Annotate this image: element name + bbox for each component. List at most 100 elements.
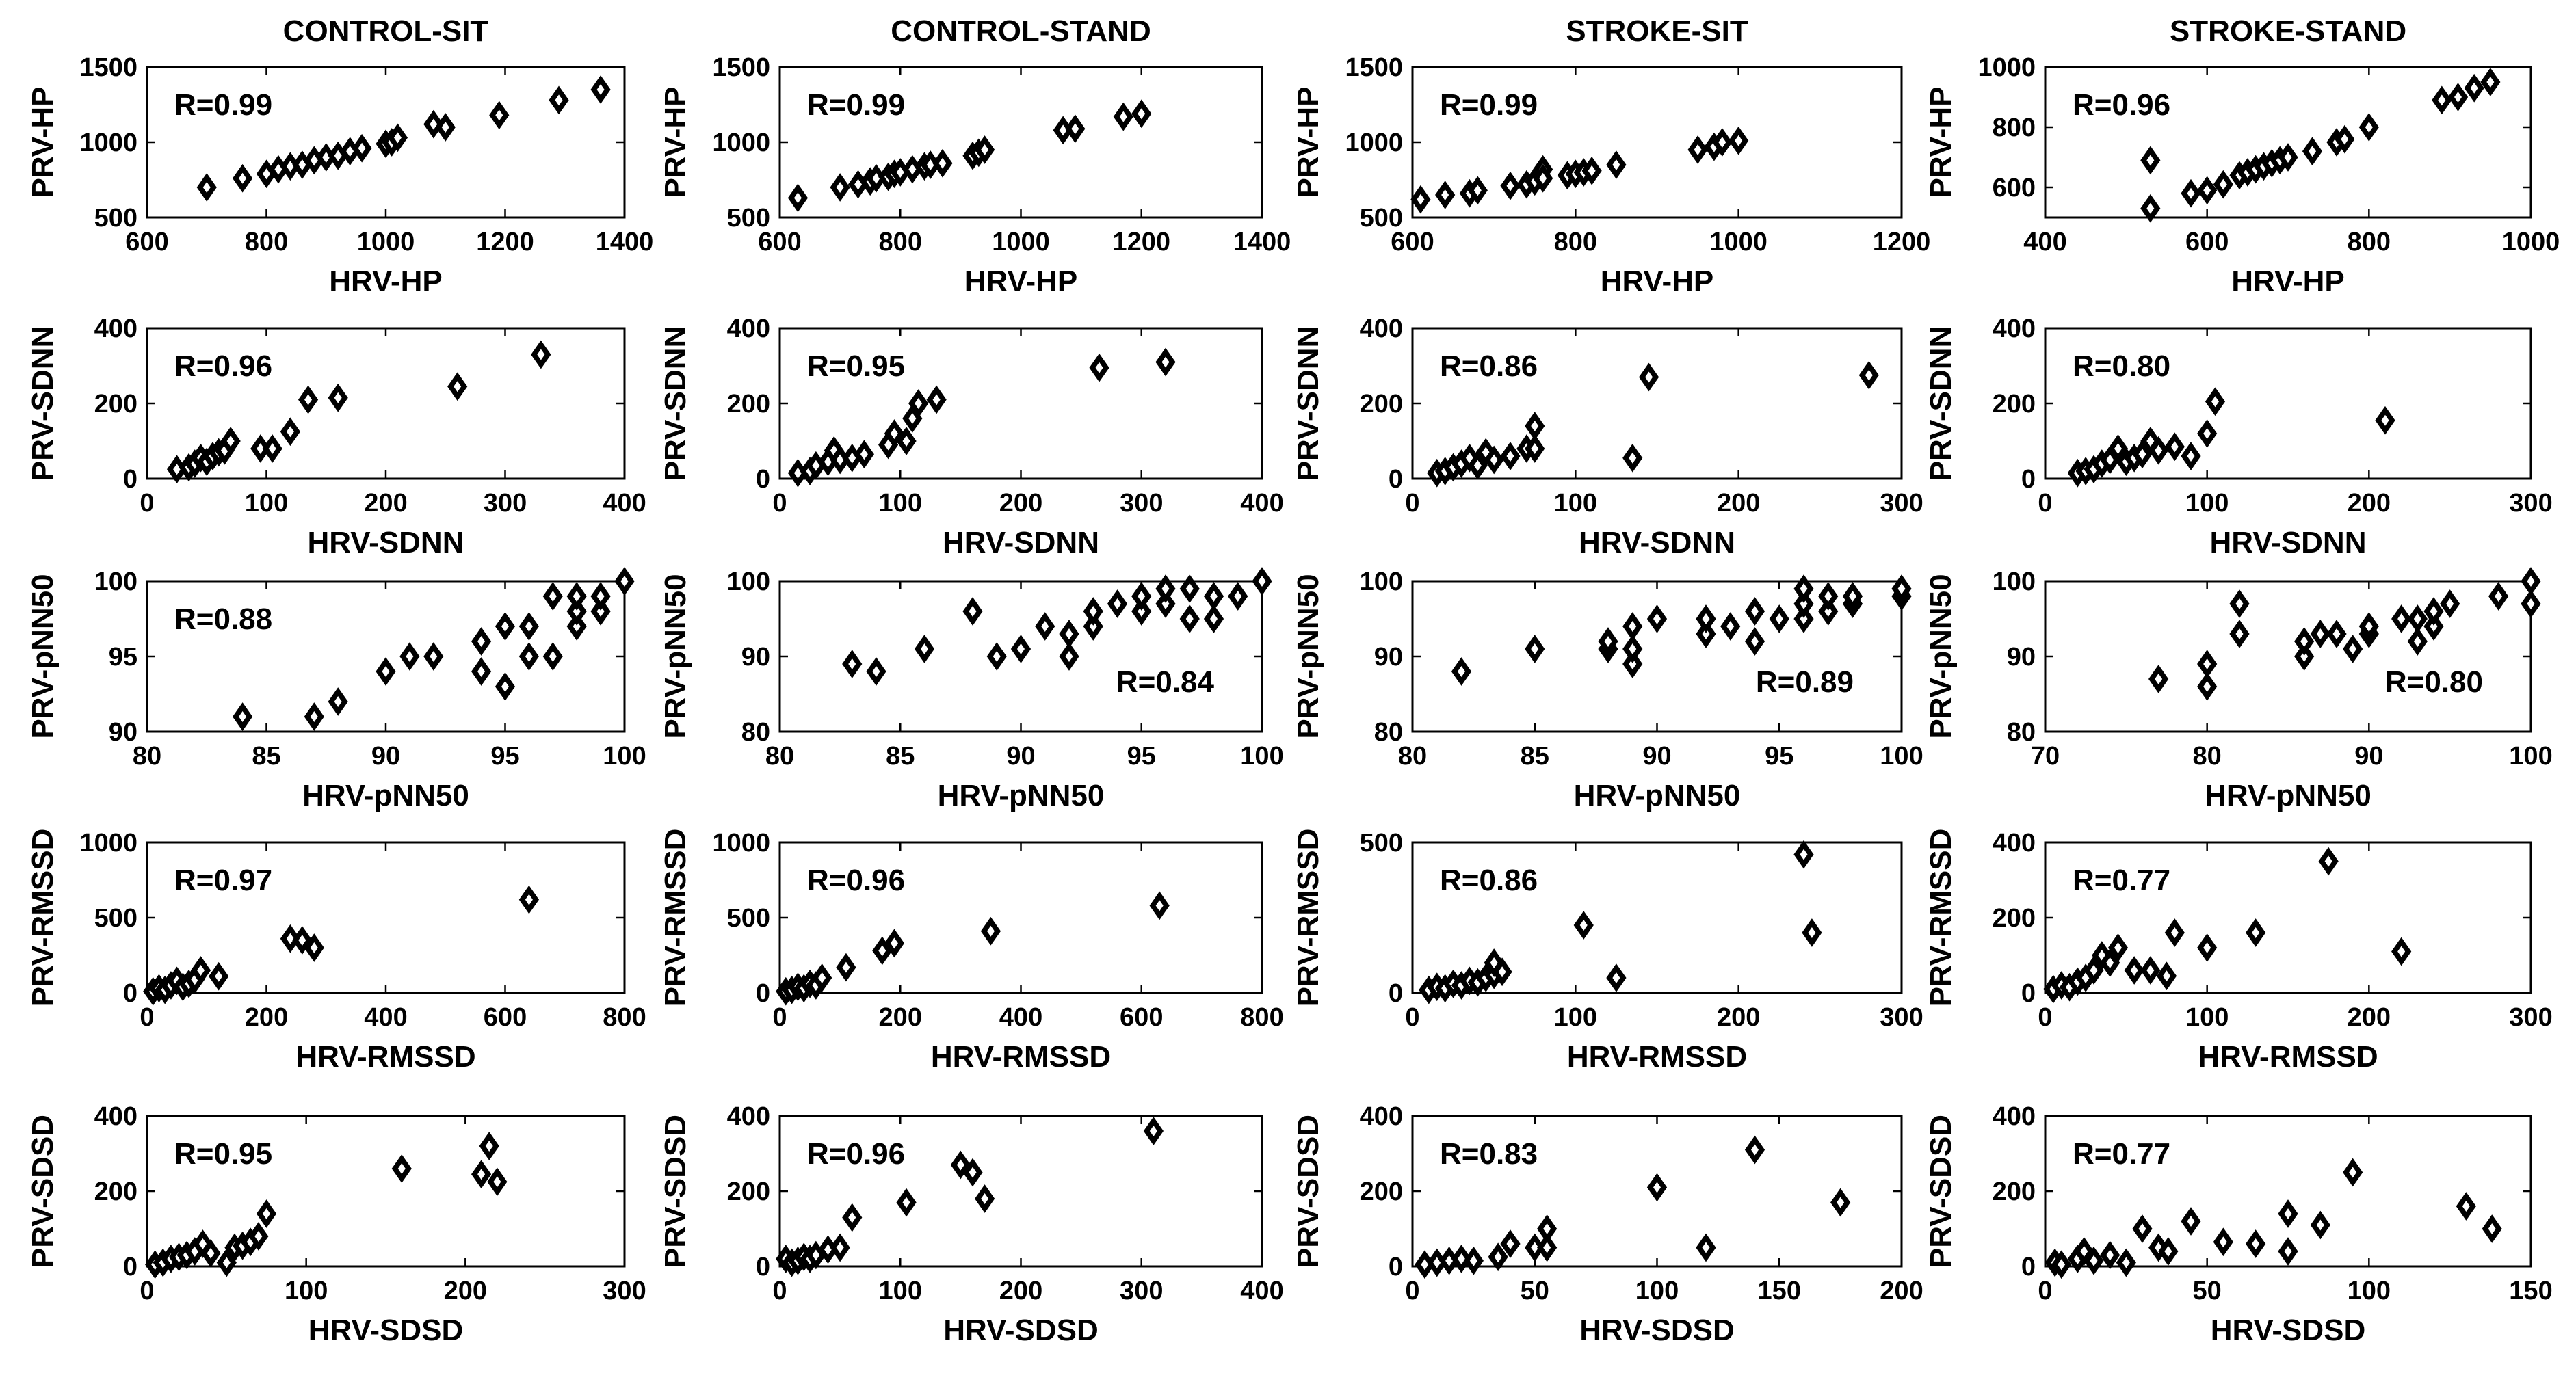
diamond-marker-inner (2106, 1249, 2114, 1261)
diamond-marker-inner (1531, 443, 1539, 454)
data-point (2140, 146, 2161, 175)
data-point (2432, 85, 2452, 115)
subplot-1-2: 600 800 1000 1200 1400 500 1000 1500 CONTROL-STA… (659, 14, 1291, 298)
diamond-marker-inner (2203, 428, 2211, 439)
y-tick-label: 1000 (1977, 53, 2036, 82)
data-point (232, 702, 253, 731)
data-point (391, 1154, 412, 1183)
diamond-marker-inner (2235, 598, 2244, 609)
data-point (2213, 1227, 2233, 1257)
subplot-4-1: 0 200 400 600 800 0 500 1000 HRV-RMSSD PRV-RMSSD R… (26, 829, 646, 1074)
data-point (896, 427, 917, 455)
diamond-marker-inner (1653, 1182, 1661, 1193)
x-axis-label: HRV-pNN50 (1574, 779, 1741, 812)
x-tick-label: 100 (1880, 742, 1923, 771)
data-point (376, 657, 396, 686)
diamond-marker-inner (2365, 621, 2373, 632)
subplot-1-3: 600 800 1000 1200 500 1000 1500 STROKE-SIT HRV-H… (1291, 14, 1930, 298)
diamond-marker-inner (1138, 591, 1146, 602)
diamond-marker-inner (1629, 452, 1637, 464)
data-point (614, 567, 635, 596)
data-point (1107, 589, 1128, 618)
x-tick-label: 90 (2354, 742, 2383, 771)
diamond-marker-inner (1490, 957, 1498, 968)
diamond-marker-inner (854, 178, 863, 190)
diamond-marker-inner (932, 394, 941, 405)
diamond-marker-inner (239, 172, 247, 184)
x-tick-label: 200 (999, 489, 1042, 518)
y-tick-label: 100 (1993, 568, 2036, 596)
data-point (518, 885, 540, 914)
diamond-marker-inner (1865, 369, 1873, 381)
data-point (1143, 1117, 1164, 1145)
diamond-marker-inner (2324, 855, 2332, 867)
data-point (1451, 657, 1472, 686)
diamond-marker-inner (2413, 636, 2421, 647)
data-point (542, 642, 563, 671)
data-point (1533, 163, 1553, 193)
x-tick-label: 100 (879, 489, 922, 518)
x-tick-label: 1400 (596, 228, 654, 256)
x-axis-label: HRV-SDSD (943, 1314, 1099, 1347)
subplot-1-1: 600 800 1000 1200 1400 500 1000 1500 CONTROL-SIT… (26, 14, 653, 298)
diamond-marker-inner (2300, 651, 2309, 662)
y-tick-label: 200 (1993, 1177, 2036, 1206)
diamond-marker-inner (1089, 606, 1097, 617)
data-point (962, 597, 983, 626)
subplot-title: STROKE-SIT (1566, 14, 1748, 48)
y-tick-label: 0 (756, 1253, 770, 1281)
data-point (566, 597, 587, 626)
y-tick-label: 400 (1360, 315, 1403, 343)
diamond-marker-inner (1531, 421, 1539, 431)
data-point (200, 1238, 221, 1268)
data-point (2391, 937, 2412, 966)
data-point (1010, 635, 1031, 663)
y-axis-label: PRV-SDNN (1291, 326, 1325, 481)
correlation-annotation: R=0.77 (2073, 864, 2170, 897)
diamond-marker-inner (2235, 628, 2244, 639)
diamond-marker-inner (981, 1193, 989, 1204)
y-tick-label: 200 (1993, 390, 2036, 418)
x-tick-label: 400 (999, 1003, 1042, 1032)
x-tick-label: 800 (1240, 1003, 1283, 1032)
data-point (1573, 911, 1594, 940)
diamond-marker-inner (902, 436, 910, 447)
y-tick-label: 200 (1360, 1177, 1403, 1206)
diamond-marker-inner (2527, 576, 2535, 587)
diamond-marker-inner (1095, 362, 1103, 373)
y-tick-label: 400 (1993, 315, 2036, 343)
y-tick-label: 400 (1993, 829, 2036, 857)
data-point (435, 113, 456, 142)
x-tick-label: 85 (252, 742, 280, 771)
data-point (1500, 1229, 1521, 1258)
diamond-marker-inner (1114, 598, 1121, 609)
subplot-2-1: 0 100 200 300 400 0 200 400 HRV-SDNN PRV-SDNN R=0.… (26, 315, 646, 559)
diamond-marker-inner (2300, 636, 2309, 647)
data-point (487, 1167, 508, 1197)
data-point (518, 612, 540, 641)
diamond-marker-inner (573, 606, 581, 617)
data-point (2278, 143, 2298, 172)
diamond-marker-inner (525, 651, 533, 662)
diamond-marker-inner (346, 146, 354, 157)
data-point (2391, 604, 2412, 633)
diamond-marker-inner (2203, 185, 2211, 196)
diamond-marker-inner (1071, 123, 1079, 135)
diamond-marker-inner (1041, 621, 1049, 632)
data-point (1113, 102, 1133, 131)
diamond-marker-inner (596, 84, 605, 95)
data-point (262, 434, 282, 463)
data-point (1179, 574, 1200, 603)
diamond-marker-inner (1897, 583, 1906, 594)
diamond-marker-inner (2332, 628, 2341, 639)
diamond-marker-inner (2397, 946, 2406, 957)
diamond-marker-inner (257, 443, 265, 454)
diamond-marker-inner (1718, 137, 1726, 148)
diamond-marker-inner (1800, 849, 1808, 860)
diamond-marker-inner (1089, 621, 1097, 632)
y-tick-label: 0 (123, 1253, 137, 1281)
x-tick-label: 0 (772, 1277, 787, 1305)
data-point (2278, 1199, 2298, 1228)
data-point (304, 933, 324, 962)
data-point (1638, 362, 1659, 392)
